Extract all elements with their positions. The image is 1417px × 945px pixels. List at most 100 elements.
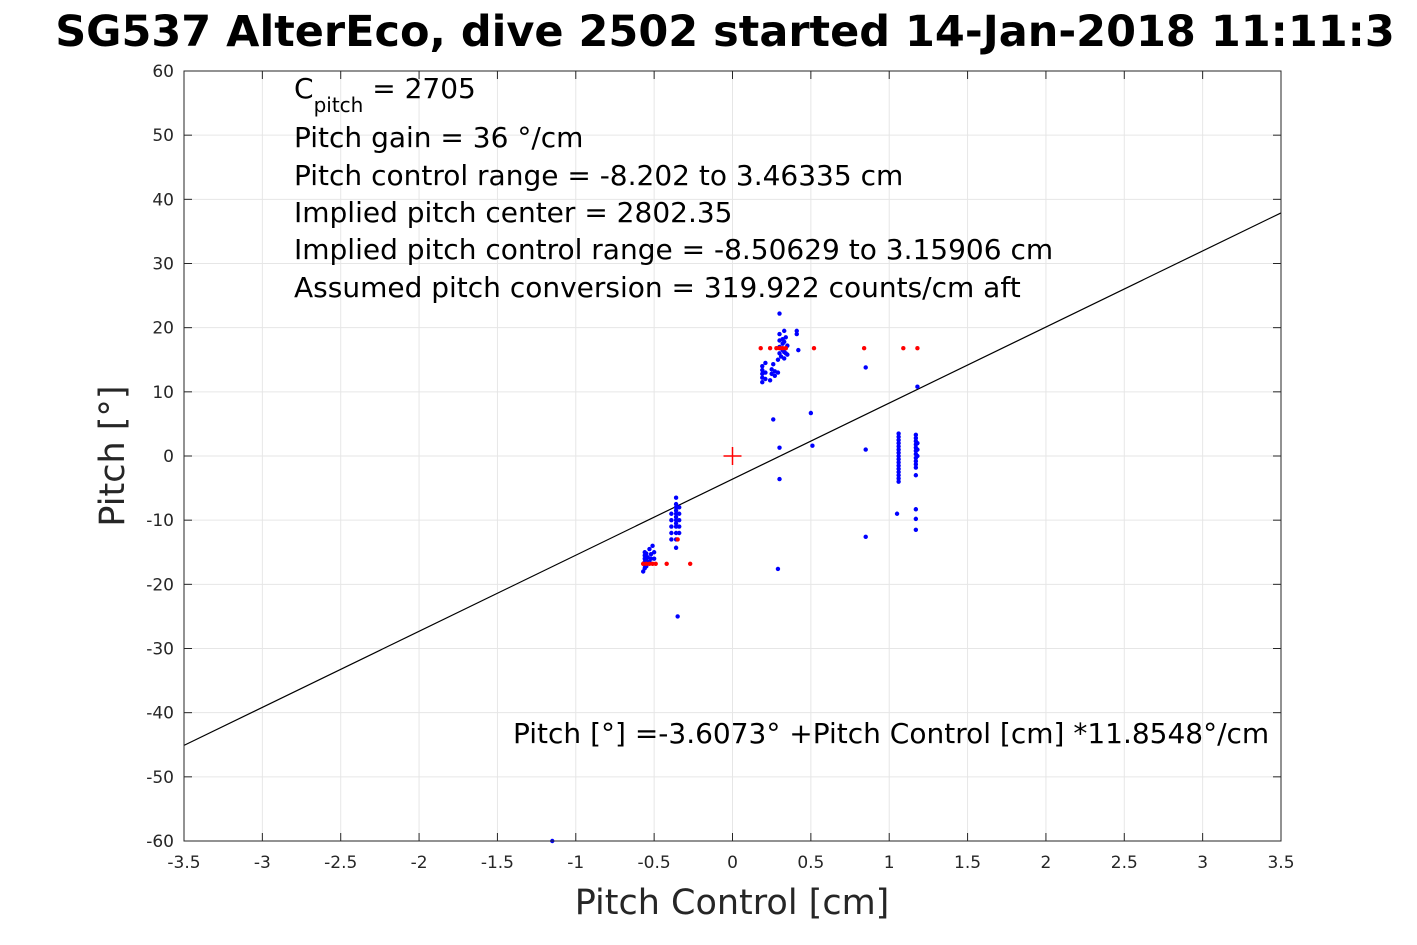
observed-point xyxy=(896,466,901,472)
observed-point xyxy=(777,331,782,337)
y-tick-label: 0 xyxy=(163,447,174,467)
y-tick-label: 20 xyxy=(152,319,174,339)
observed-point xyxy=(896,473,901,478)
observed-point xyxy=(673,530,679,536)
observed-point xyxy=(896,460,901,465)
observed-point xyxy=(760,380,765,385)
observed-point xyxy=(771,362,776,367)
flagged-point xyxy=(687,561,693,566)
observed-point xyxy=(913,465,919,470)
flagged-point xyxy=(758,346,763,351)
y-tick-label: -30 xyxy=(146,640,174,660)
y-axis-label: Pitch [°] xyxy=(93,385,133,526)
observed-point xyxy=(913,432,919,438)
flagged-point xyxy=(640,561,646,566)
observed-point xyxy=(896,479,901,484)
annotation-implied-pitch-center: Implied pitch center = 2802.35 xyxy=(294,196,732,229)
fit-line xyxy=(183,212,1282,746)
chart-title: SG537 AlterEco, dive 2502 started 14-Jan… xyxy=(55,7,1395,57)
x-tick-label: 3 xyxy=(1197,853,1208,873)
observed-point xyxy=(650,543,655,549)
x-tick-label: -3.5 xyxy=(167,853,200,873)
observed-point xyxy=(763,360,768,366)
flagged-point xyxy=(777,346,782,351)
observed-point xyxy=(677,505,682,510)
x-tick-label: 1 xyxy=(884,853,895,873)
annotation-implied-pitch-range: Implied pitch control range = -8.50629 t… xyxy=(294,233,1053,266)
observed-point xyxy=(913,507,919,512)
y-tick-label: 10 xyxy=(152,383,174,403)
observed-point xyxy=(673,505,679,510)
observed-point xyxy=(896,440,901,446)
observed-point xyxy=(673,495,679,500)
fit-line-layer xyxy=(183,212,1282,746)
flagged-point xyxy=(653,561,658,566)
observed-point xyxy=(896,450,901,455)
y-axis-ticks: 60 50 40 30 20 10 0 -10 -20 -30 -40 -50 -60 xyxy=(146,62,1281,852)
observed-point xyxy=(777,476,782,482)
observed-point xyxy=(915,440,920,446)
observed-point xyxy=(794,328,799,334)
y-tick-label: -20 xyxy=(146,575,174,595)
observed-point xyxy=(863,534,868,540)
observed-point xyxy=(673,545,679,550)
observed-point xyxy=(677,511,682,516)
observed-point xyxy=(896,469,901,475)
observed-point xyxy=(771,417,776,422)
observed-point xyxy=(644,551,649,556)
observed-point xyxy=(767,378,773,383)
observed-point xyxy=(913,458,919,464)
x-axis-ticks: -3.5 -3 -2.5 -2 -1.5 -1 -0.5 0 0.5 1 1.5 2 2.5 3 3.5 xyxy=(167,71,1295,873)
flagged-point xyxy=(861,346,867,351)
observed-point xyxy=(673,524,679,529)
observed-point xyxy=(669,517,674,523)
observed-point xyxy=(782,339,787,344)
x-tick-label: -2.5 xyxy=(324,853,357,873)
observed-point xyxy=(677,530,682,536)
annotation-block: Cpitch = 2705 Pitch gain = 36 °/cm Pitch… xyxy=(294,72,1053,304)
observed-point xyxy=(669,524,674,529)
observed-point xyxy=(669,511,674,516)
observed-point xyxy=(915,384,920,389)
observed-point xyxy=(896,431,901,436)
observed-point xyxy=(673,521,679,526)
observed-point xyxy=(782,328,787,334)
x-tick-label: 3.5 xyxy=(1267,853,1294,873)
observed-point xyxy=(896,437,901,443)
observed-point xyxy=(763,376,768,382)
flagged-point xyxy=(647,561,652,566)
annotation-c-pitch-symbol: C xyxy=(294,72,314,105)
observed-point xyxy=(669,530,674,536)
flagged-point xyxy=(644,561,649,566)
observed-point xyxy=(796,347,801,353)
observed-point xyxy=(763,370,768,375)
y-tick-label: 30 xyxy=(152,255,174,275)
observed-point xyxy=(760,363,765,369)
observed-point xyxy=(648,556,654,561)
flagged-point xyxy=(901,346,906,351)
y-tick-label: 40 xyxy=(152,190,174,210)
x-tick-label: 1.5 xyxy=(954,853,981,873)
observed-point xyxy=(673,508,679,513)
observed-point xyxy=(651,550,657,555)
observed-point xyxy=(777,311,782,316)
x-tick-label: -1.5 xyxy=(481,853,514,873)
observed-point xyxy=(775,370,781,375)
observed-point xyxy=(677,517,682,523)
flagged-point xyxy=(915,346,920,351)
x-tick-label: -1 xyxy=(567,853,584,873)
observed-point xyxy=(651,556,657,561)
observed-point xyxy=(913,435,919,441)
annotation-c-pitch-value: = 2705 xyxy=(363,72,476,105)
annotation-pitch-control-range: Pitch control range = -8.202 to 3.46335 … xyxy=(294,159,903,192)
observed-point xyxy=(673,514,679,520)
flagged-point xyxy=(767,346,773,351)
flagged-point xyxy=(811,346,817,351)
observed-point xyxy=(794,331,799,337)
y-tick-label: -40 xyxy=(146,704,174,724)
x-tick-label: 0.5 xyxy=(797,853,824,873)
fit-equation-label: Pitch [°] =-3.6073° +Pitch Control [cm] … xyxy=(513,717,1269,750)
observed-point xyxy=(785,352,790,357)
observed-point xyxy=(675,614,680,619)
observed-point xyxy=(896,453,901,459)
